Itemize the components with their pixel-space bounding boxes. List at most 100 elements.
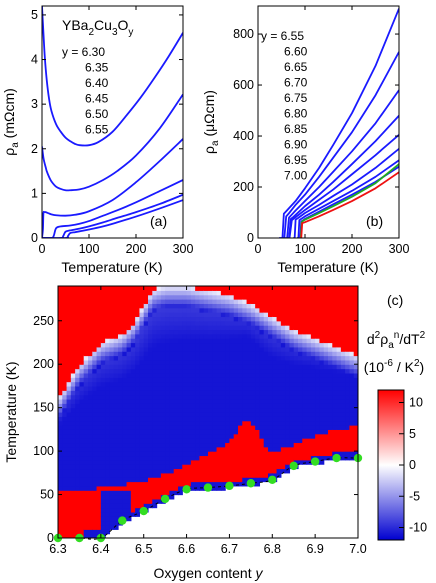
heatmap-cell — [113, 429, 119, 435]
heatmap-cell — [345, 286, 351, 291]
heatmap-cell — [242, 420, 248, 426]
heatmap-cell — [58, 494, 63, 500]
heatmap-cell — [195, 359, 201, 365]
heatmap-cell — [178, 485, 183, 491]
heatmap-cell — [190, 442, 196, 448]
heatmap-cell — [216, 299, 222, 304]
heatmap-cell — [242, 359, 248, 365]
heatmap-cell — [118, 455, 123, 461]
heatmap-cell — [66, 442, 72, 448]
heatmap-cell — [208, 398, 213, 404]
heatmap-cell — [105, 442, 111, 448]
heatmap-cell — [160, 364, 166, 370]
heatmap-cell — [173, 312, 179, 318]
heatmap-cell — [272, 372, 278, 378]
heatmap-cell — [79, 385, 85, 391]
heatmap-cell — [100, 433, 106, 439]
heatmap-cell — [285, 420, 291, 426]
x-tick-label: 0 — [255, 242, 262, 256]
heatmap-cell — [195, 451, 201, 457]
heatmap-cell — [62, 455, 68, 461]
heatmap-cell — [302, 364, 308, 370]
heatmap-cell — [165, 394, 171, 400]
heatmap-cell — [229, 299, 235, 304]
heatmap-cell — [216, 381, 222, 387]
heatmap-cell — [130, 407, 136, 413]
heatmap-cell — [173, 333, 179, 339]
heatmap-cell — [88, 494, 93, 500]
heatmap-cell — [79, 446, 85, 452]
heatmap-cell — [293, 286, 299, 291]
heatmap-cell — [263, 407, 269, 413]
heatmap-cell — [62, 433, 68, 439]
heatmap-cell — [340, 351, 346, 357]
heatmap-cell — [173, 377, 179, 383]
heatmap-cell — [203, 394, 209, 400]
heatmap-cell — [152, 377, 158, 383]
heatmap-cell — [62, 520, 68, 526]
heatmap-cell — [143, 312, 149, 318]
heatmap-cell — [323, 420, 329, 426]
heatmap-cell — [203, 355, 209, 361]
heatmap-cell — [66, 498, 72, 504]
heatmap-cell — [302, 459, 308, 465]
heatmap-cell — [75, 472, 81, 478]
heatmap-cell — [332, 420, 338, 426]
heatmap-cell — [332, 398, 338, 404]
heatmap-cell — [75, 451, 81, 457]
heatmap-cell — [190, 485, 196, 491]
heatmap-cell — [263, 394, 269, 400]
heatmap-cell — [345, 377, 351, 383]
heatmap-cell — [83, 390, 89, 396]
heatmap-cell — [130, 359, 136, 365]
heatmap-cell — [246, 472, 252, 478]
heatmap-cell — [242, 468, 248, 474]
heatmap-cell — [109, 520, 115, 526]
heatmap-cell — [293, 403, 299, 409]
heatmap-cell — [96, 338, 102, 344]
heatmap-cell — [276, 368, 282, 374]
x-tick-label: 6.5 — [135, 542, 152, 556]
heatmap-cell — [160, 485, 166, 491]
heatmap-cell — [156, 286, 162, 291]
heatmap-cell — [105, 433, 111, 439]
heatmap-cell — [272, 416, 278, 422]
heatmap-cell — [293, 442, 299, 448]
heatmap-cell — [328, 312, 333, 318]
heatmap-cell — [212, 403, 218, 409]
heatmap-cell — [229, 438, 235, 444]
heatmap-cell — [88, 468, 93, 474]
heatmap-cell — [259, 403, 265, 409]
heatmap-cell — [203, 359, 209, 365]
heatmap-cell — [75, 429, 81, 435]
heatmap-cell — [83, 329, 89, 335]
heatmap-cell — [203, 294, 209, 300]
heatmap-cell — [165, 333, 171, 339]
heatmap-cell — [70, 338, 76, 344]
heatmap-cell — [212, 468, 218, 474]
heatmap-cell — [109, 342, 115, 348]
heatmap-cell — [328, 307, 333, 313]
heatmap-cell — [186, 312, 192, 318]
heatmap-cell — [195, 425, 201, 430]
heatmap-cell — [315, 433, 321, 439]
heatmap-cell — [340, 303, 346, 309]
heatmap-cell — [208, 329, 213, 335]
heatmap-cell — [122, 455, 128, 461]
heatmap-cell — [225, 420, 231, 426]
heatmap-cell — [165, 385, 171, 391]
heatmap-cell — [169, 420, 175, 426]
heatmap-cell — [105, 286, 111, 291]
heatmap-cell — [182, 407, 188, 413]
heatmap-cell — [92, 416, 98, 422]
heatmap-cell — [79, 286, 85, 291]
heatmap-cell — [113, 333, 119, 339]
heatmap-cell — [302, 416, 308, 422]
heatmap-cell — [349, 385, 355, 391]
heatmap-cell — [302, 368, 308, 374]
heatmap-cell — [263, 316, 269, 322]
heatmap-cell — [66, 368, 72, 374]
heatmap-cell — [92, 364, 98, 370]
heatmap-cell — [259, 368, 265, 374]
